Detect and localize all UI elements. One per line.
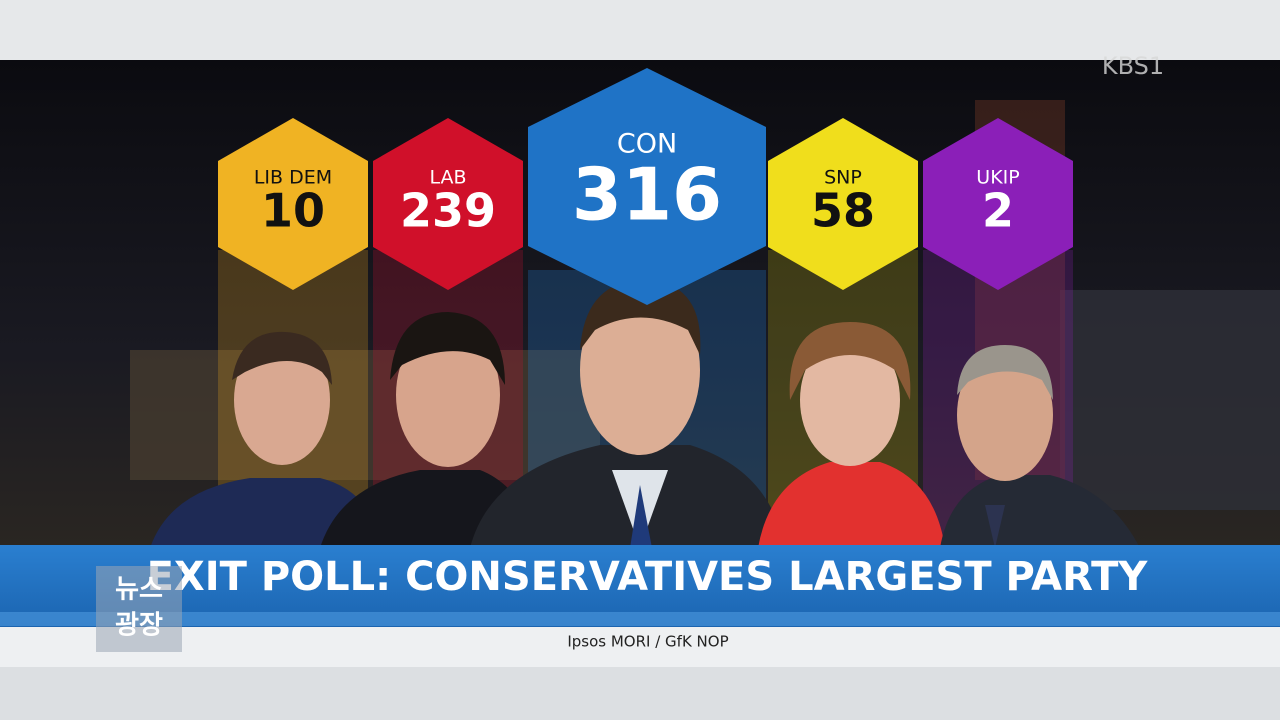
- hexagon: [768, 118, 918, 290]
- building: [130, 350, 600, 480]
- party-name: CON: [617, 129, 677, 160]
- party-name: UKIP: [976, 167, 1019, 189]
- top-band: [0, 0, 1280, 60]
- headline-stripe: [0, 612, 1280, 626]
- channel-logo: KBS1: [1102, 52, 1164, 80]
- program-logo-box: [96, 566, 182, 652]
- headline: EXIT POLL: CONSERVATIVES LARGEST PARTY: [147, 554, 1149, 600]
- bottom-band: [0, 667, 1280, 720]
- party-seats: 239: [400, 184, 496, 238]
- program-logo: 뉴스: [115, 575, 163, 605]
- leaders: [150, 280, 1140, 548]
- hexagon: [373, 118, 523, 290]
- party-name: LAB: [429, 167, 466, 189]
- hexagon: [528, 68, 766, 305]
- party-seats: 316: [572, 153, 722, 237]
- source-bar: [0, 627, 1280, 667]
- hexagon: [923, 118, 1073, 290]
- party-seats: 10: [261, 184, 325, 238]
- party-name: LIB DEM: [254, 167, 332, 189]
- hexagon: [218, 118, 368, 290]
- party-name: SNP: [824, 167, 862, 189]
- program-logo: 광장: [115, 611, 163, 641]
- party-seats: 58: [811, 184, 875, 238]
- party-seats: 2: [982, 184, 1014, 238]
- building: [1060, 290, 1280, 510]
- source: Ipsos MORI / GfK NOP: [567, 633, 728, 651]
